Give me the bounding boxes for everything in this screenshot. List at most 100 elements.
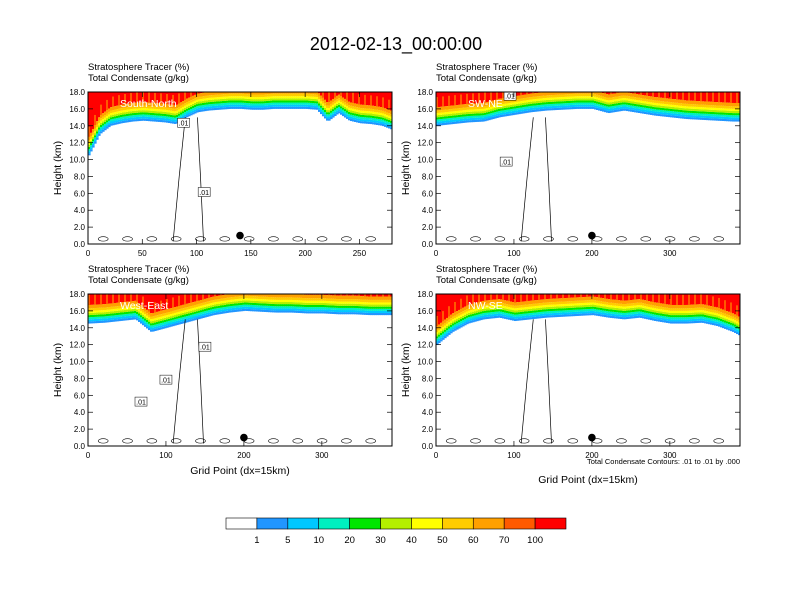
- tracer-cell: [622, 100, 625, 103]
- tracer-cell: [484, 119, 487, 122]
- tracer-cell: [682, 110, 685, 113]
- tracer-cell: [156, 317, 159, 320]
- tracer-cell: [288, 304, 291, 307]
- tracer-cell-100: [174, 294, 177, 308]
- tracer-cell-70: [118, 294, 121, 303]
- tracer-cell: [458, 121, 461, 124]
- tracer-cell: [556, 103, 559, 106]
- tracer-cell: [306, 100, 309, 103]
- tracer-cell-100: [330, 294, 333, 296]
- tracer-cell: [144, 314, 147, 317]
- tracer-cell: [100, 307, 103, 311]
- tracer-cell: [464, 120, 467, 123]
- tracer-cell: [388, 117, 391, 120]
- tracer-cell-70: [202, 92, 205, 93]
- tracer-cell: [224, 294, 227, 299]
- tracer-cell: [232, 303, 235, 306]
- tracer-cell: [338, 106, 341, 110]
- tracer-cell: [658, 113, 661, 117]
- tracer-cell: [360, 121, 363, 124]
- tracer-cell: [318, 103, 321, 106]
- tracer-cell: [154, 324, 157, 327]
- tracer-cell: [146, 102, 149, 106]
- tracer-cell: [690, 110, 693, 113]
- tracer-cell-100: [170, 92, 173, 105]
- tracer-cell: [344, 113, 347, 116]
- tracer-cell: [514, 310, 517, 313]
- tracer-cell: [500, 101, 503, 105]
- tracer-cell: [580, 98, 583, 101]
- tracer-cell: [646, 101, 649, 104]
- tracer-cell: [226, 93, 229, 97]
- tracer-cell-100: [222, 294, 225, 296]
- tracer-cell: [492, 103, 495, 107]
- tracer-cell: [322, 109, 325, 113]
- tracer-cell: [274, 100, 277, 103]
- tracer-cell: [582, 98, 585, 101]
- tracer-cell: [540, 305, 543, 308]
- tracer-cell-70: [256, 81, 259, 91]
- tracer-cell: [458, 324, 461, 327]
- tracer-cell: [606, 110, 609, 113]
- tracer-cell: [506, 306, 509, 309]
- tracer-cell: [274, 106, 277, 109]
- tracer-cell: [458, 320, 461, 323]
- tracer-cell: [380, 304, 383, 307]
- tracer-cell: [540, 303, 543, 306]
- tracer-cell: [508, 313, 511, 316]
- tracer-cell: [110, 311, 113, 314]
- tracer-cell: [106, 311, 109, 315]
- tracer-cell: [354, 117, 357, 120]
- tracer-cell: [240, 304, 243, 308]
- tracer-cell: [94, 135, 97, 138]
- tracer-cell: [224, 298, 227, 301]
- tracer-cell: [102, 316, 105, 319]
- tracer-cell: [368, 302, 371, 305]
- tracer-cell: [486, 314, 489, 317]
- tracer-cell: [494, 107, 497, 111]
- tracer-cell: [468, 111, 471, 114]
- tracer-cell: [346, 103, 349, 107]
- tracer-cell: [360, 301, 363, 305]
- tracer-cell: [298, 302, 301, 305]
- tracer-cell: [146, 114, 149, 117]
- tracer-cell: [364, 105, 367, 109]
- tracer-cell: [338, 104, 341, 107]
- tracer-cell: [544, 108, 547, 111]
- tracer-cell: [192, 310, 195, 313]
- tracer-cell: [196, 97, 199, 100]
- tracer-cell: [460, 121, 463, 124]
- tracer-cell: [380, 119, 383, 122]
- tracer-cell: [112, 315, 115, 318]
- tracer-cell: [280, 104, 283, 107]
- tracer-cell: [522, 98, 525, 101]
- tracer-cell: [178, 115, 181, 118]
- tracer-cell: [726, 110, 729, 113]
- tracer-cell: [134, 110, 137, 113]
- tracer-cell: [186, 112, 189, 116]
- tracer-cell: [292, 308, 295, 311]
- tracer-cell-100: [504, 294, 507, 301]
- tracer-cell-100: [336, 92, 339, 96]
- tracer-cell: [482, 313, 485, 316]
- tracer-cell: [698, 115, 701, 118]
- tracer-cell: [176, 312, 179, 315]
- tracer-cell: [374, 310, 377, 313]
- tracer-cell: [228, 96, 231, 99]
- tracer-cell: [722, 114, 725, 117]
- tracer-cell: [590, 102, 593, 105]
- tracer-cell: [252, 103, 255, 106]
- tracer-cell: [192, 305, 195, 309]
- tracer-cell: [228, 304, 231, 307]
- tracer-cell: [504, 314, 507, 317]
- tracer-cell: [154, 103, 157, 107]
- tracer-cell: [102, 125, 105, 128]
- condensate-contour: [545, 117, 552, 242]
- tracer-cell: [226, 304, 229, 307]
- tracer-cell: [348, 299, 351, 302]
- tracer-cell-70: [322, 294, 325, 295]
- tracer-cell: [358, 104, 361, 108]
- tracer-cell-100: [442, 294, 445, 322]
- tracer-cell: [516, 108, 519, 111]
- tracer-cell: [96, 310, 99, 313]
